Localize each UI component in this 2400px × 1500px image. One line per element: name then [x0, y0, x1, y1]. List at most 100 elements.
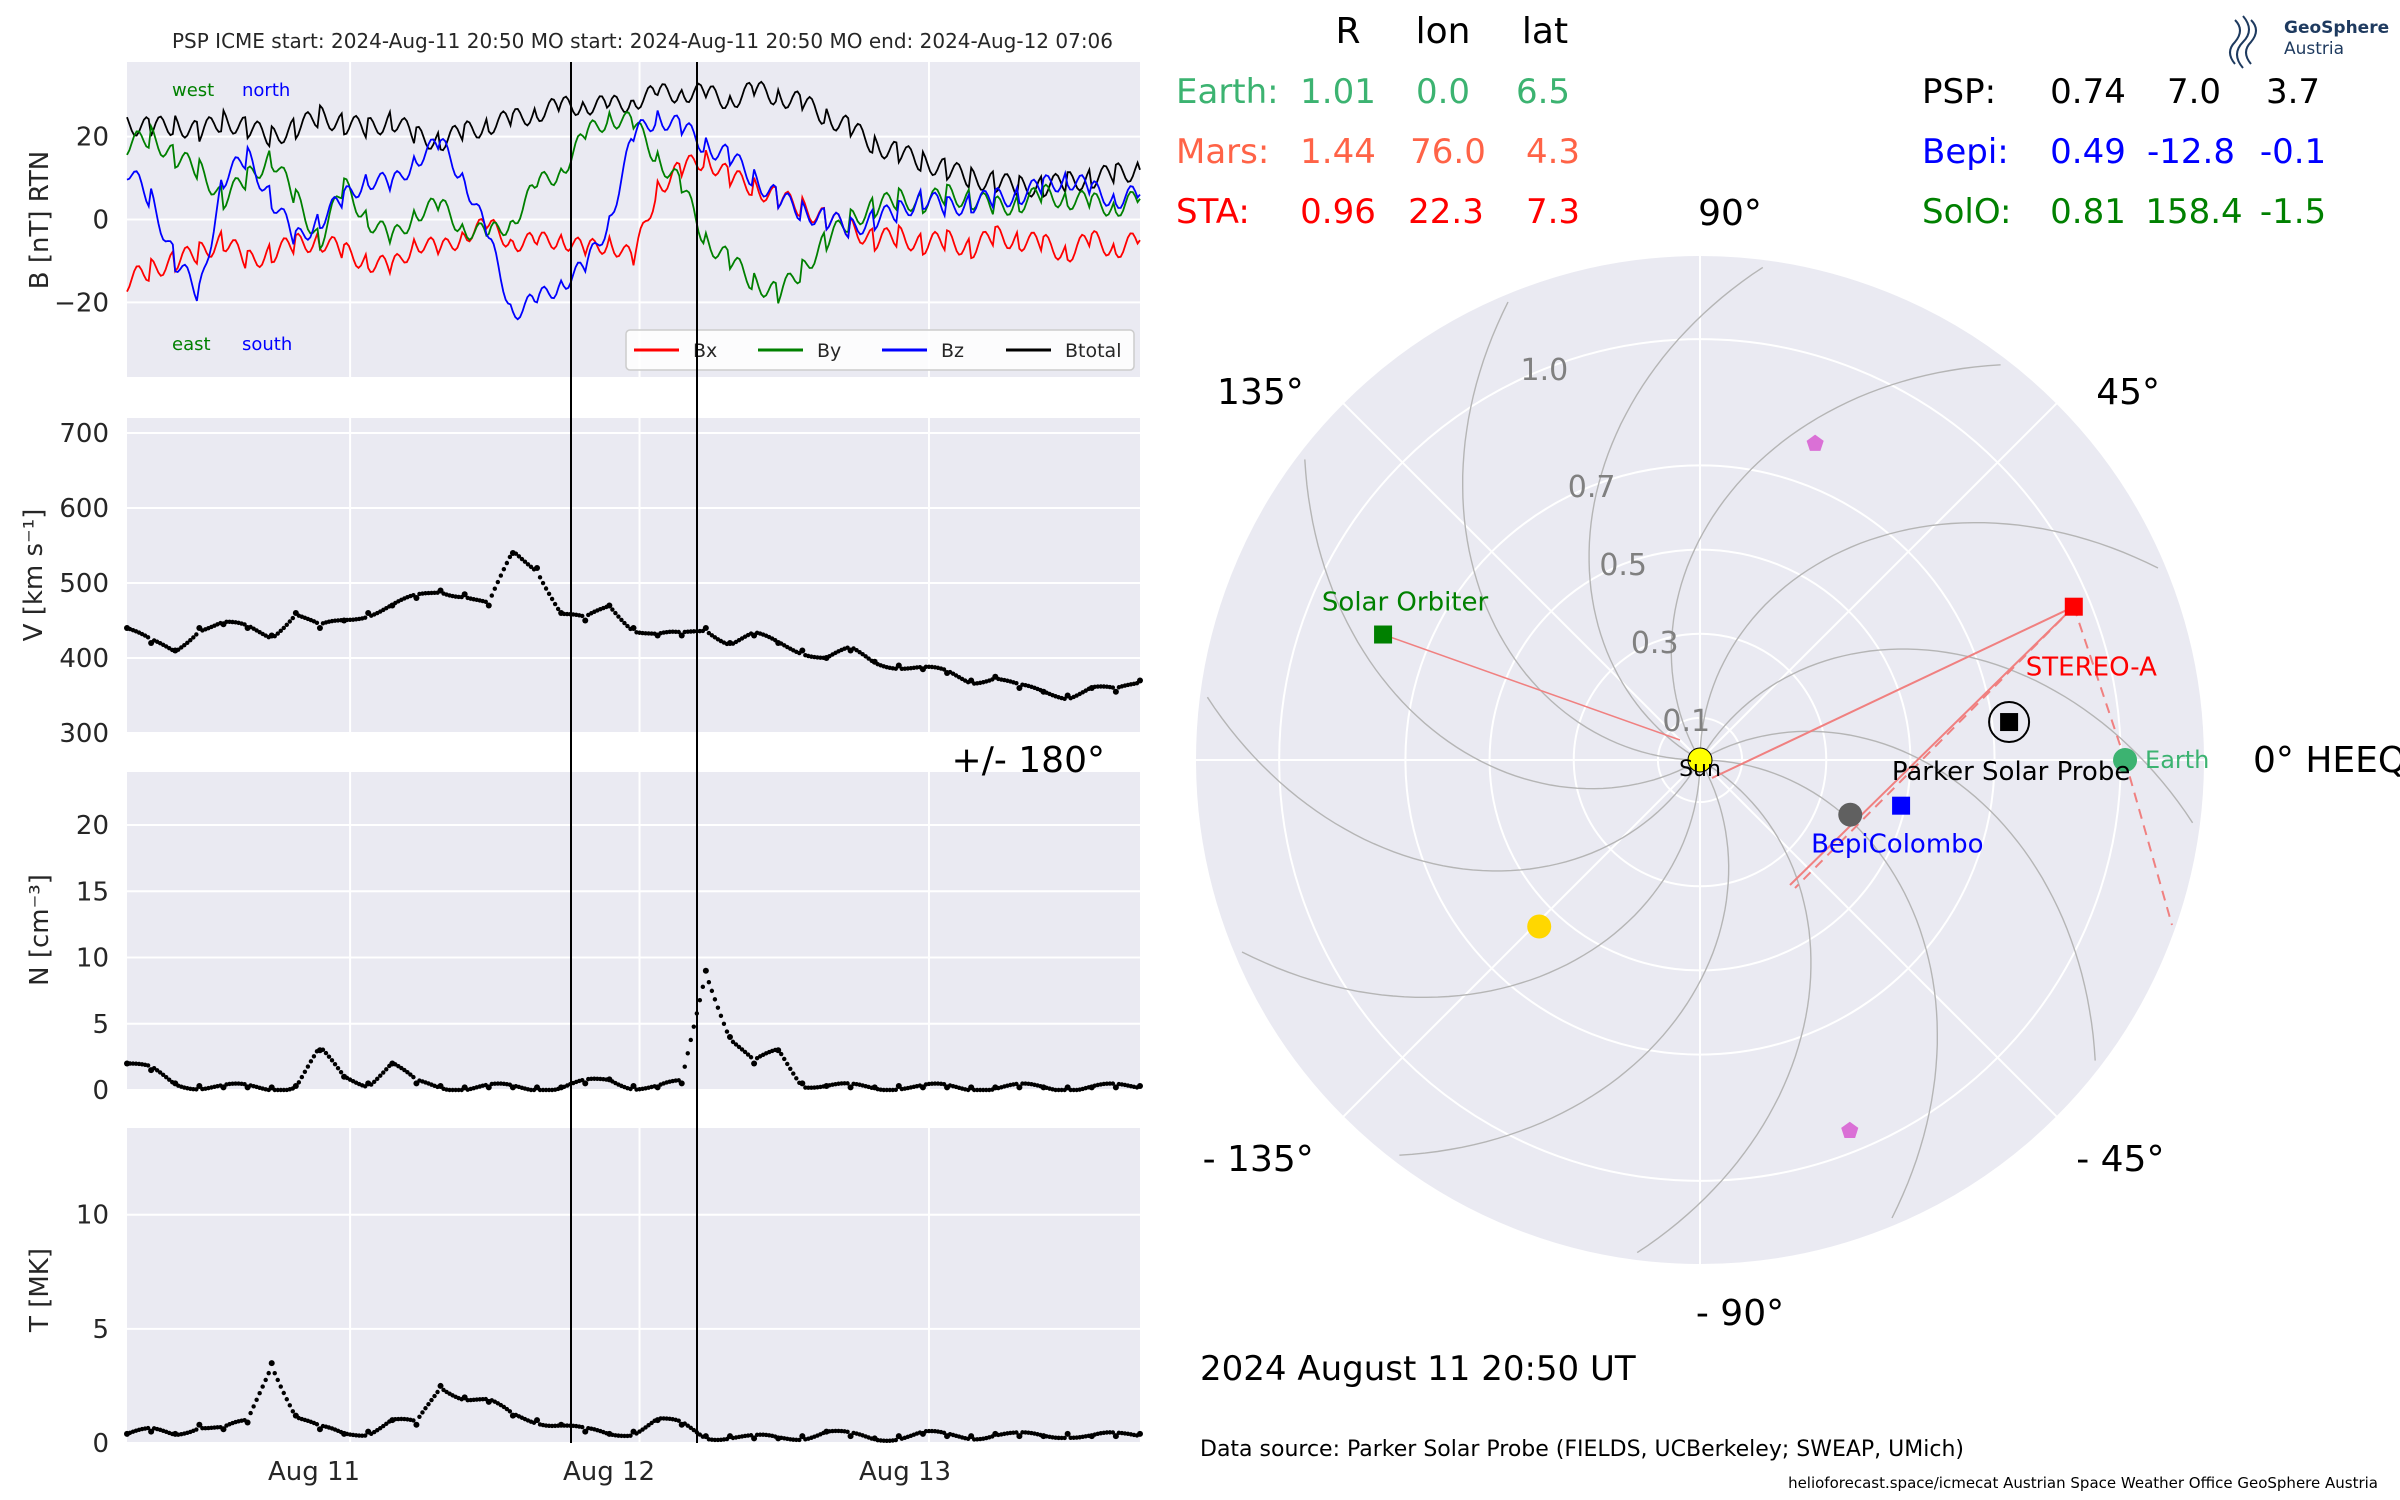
- panel-velocity: 300 400 500 600 700 V [km s⁻¹]: [19, 418, 1143, 749]
- data-point: [968, 1433, 975, 1440]
- track-line: [1711, 605, 2075, 779]
- data-point: [697, 997, 703, 1003]
- data-point: [537, 575, 543, 580]
- legend-btotal: Btotal: [1065, 340, 1121, 362]
- data-point: [1068, 1087, 1073, 1093]
- data-point: [450, 1087, 455, 1093]
- data-point: [847, 1433, 854, 1440]
- data-point: [543, 586, 549, 591]
- logo-mark-icon: [2229, 15, 2257, 69]
- data-point: [715, 1005, 721, 1010]
- data-point: [224, 619, 229, 625]
- pos-header-lon: lon: [1416, 11, 1471, 52]
- data-point: [507, 1409, 513, 1414]
- annotation-south: south: [242, 334, 292, 355]
- ytick-label: 10: [76, 1201, 109, 1231]
- data-point: [423, 1406, 428, 1411]
- data-point: [408, 1072, 413, 1077]
- data-point: [775, 1047, 782, 1054]
- data-point: [432, 1393, 437, 1399]
- footer-source: Data source: Parker Solar Probe (FIELDS,…: [1200, 1437, 1964, 1462]
- data-point: [411, 1418, 416, 1423]
- data-point: [643, 1425, 648, 1430]
- data-point: [582, 1428, 589, 1435]
- data-point: [540, 1087, 546, 1093]
- data-point: [748, 1055, 754, 1060]
- data-point: [272, 1370, 277, 1376]
- data-point: [691, 1024, 696, 1029]
- data-point: [485, 602, 492, 609]
- data-point: [489, 593, 495, 598]
- pos-bepi-label: Bepi:: [1922, 132, 2009, 172]
- data-point: [332, 1061, 338, 1067]
- data-point: [971, 1087, 977, 1093]
- data-point: [413, 1421, 420, 1428]
- data-point: [519, 556, 525, 562]
- track-line-dashed: [2124, 759, 2173, 926]
- data-point: [881, 1087, 886, 1093]
- ytick-label: 20: [76, 123, 109, 153]
- pos-mars-lat: 4.3: [1526, 132, 1580, 172]
- data-point: [682, 1064, 687, 1069]
- pos-psp-label: PSP:: [1922, 72, 1996, 112]
- data-point: [1014, 1430, 1019, 1435]
- body-bepicolombo-label: BepiColombo: [1811, 830, 1984, 860]
- angle-label: - 135°: [1203, 1139, 1314, 1180]
- data-point: [290, 1409, 296, 1414]
- parker-spiral: [1588, 266, 1764, 757]
- data-point: [630, 625, 637, 631]
- angular-gridline: [1342, 402, 1701, 761]
- data-point: [1056, 1087, 1061, 1093]
- data-point: [191, 635, 196, 640]
- data-point: [461, 591, 468, 598]
- footer-credits: helioforecast.space/icmecat Austrian Spa…: [1788, 1474, 2378, 1492]
- data-point: [788, 1066, 793, 1072]
- data-point: [329, 1058, 335, 1063]
- data-point: [314, 1422, 320, 1427]
- body-earth: [2113, 748, 2138, 772]
- data-point: [726, 1034, 733, 1040]
- logo-line2: Austria: [2284, 39, 2344, 59]
- data-point: [182, 642, 187, 648]
- data-point: [676, 629, 681, 635]
- ytick-label: 0: [92, 1429, 109, 1459]
- data-point: [290, 615, 296, 621]
- annotation-east: east: [172, 334, 211, 355]
- pos-psp-lon: 7.0: [2167, 72, 2221, 112]
- data-point: [941, 667, 947, 672]
- data-point: [628, 1433, 633, 1438]
- pos-solo-label: SolO:: [1922, 192, 2011, 232]
- data-point: [555, 606, 561, 612]
- ytick-label: 20: [76, 811, 109, 841]
- parker-spiral: [1670, 364, 2001, 753]
- pos-mars-r: 1.44: [1300, 132, 1376, 172]
- legend-bx: Bx: [693, 340, 717, 362]
- pos-sta-r: 0.96: [1300, 192, 1376, 232]
- data-point: [287, 1403, 293, 1408]
- data-point: [194, 1427, 199, 1432]
- data-point: [730, 1039, 736, 1045]
- data-point: [791, 1071, 796, 1076]
- data-point: [501, 566, 507, 572]
- data-point: [275, 631, 280, 636]
- pos-psp-lat: 3.7: [2266, 72, 2320, 112]
- data-point: [426, 1401, 431, 1407]
- data-point: [437, 1382, 444, 1389]
- ylabel-v: V [km s⁻¹]: [19, 509, 49, 642]
- data-point: [688, 1037, 693, 1043]
- data-point: [154, 1068, 160, 1073]
- parker-spiral: [1462, 301, 1692, 761]
- data-point: [534, 1417, 541, 1424]
- data-point: [799, 1080, 806, 1087]
- data-point: [702, 967, 709, 974]
- data-point: [338, 1070, 344, 1075]
- data-point: [411, 1074, 416, 1080]
- data-point: [706, 980, 712, 985]
- data-point: [305, 1064, 311, 1069]
- data-point: [926, 1428, 932, 1434]
- pos-sta-label: STA:: [1176, 192, 1250, 232]
- data-point: [302, 1069, 308, 1074]
- logo-line1: GeoSphere: [2284, 18, 2389, 38]
